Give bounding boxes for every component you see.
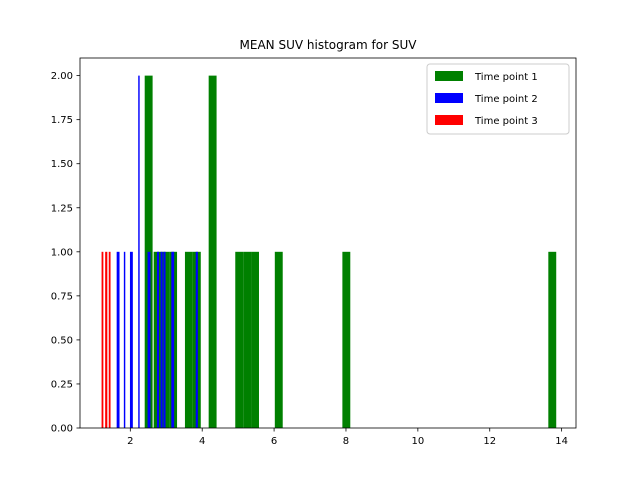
bar-series-2-bin-3 bbox=[129, 251, 133, 428]
x-tick-label: 6 bbox=[271, 436, 277, 447]
legend-swatch-1 bbox=[435, 71, 463, 81]
legend-swatch-2 bbox=[435, 93, 463, 103]
bar-series-2-bin-4 bbox=[138, 75, 140, 429]
bar-series-1-bin-10 bbox=[251, 251, 259, 428]
x-tick-label: 4 bbox=[199, 436, 205, 447]
legend-label-3: Time point 3 bbox=[474, 116, 538, 127]
y-tick-label: 0.50 bbox=[51, 335, 73, 346]
axes-layer: 2 4 6 8 10 12 14 0.00 0.25 0.50 0.75 1.00 1.25 1.50 1.… bbox=[51, 57, 577, 447]
x-tick-label: 14 bbox=[555, 436, 568, 447]
bar-series-1-bin-8 bbox=[235, 251, 244, 428]
y-tick-label: 0.00 bbox=[51, 424, 73, 435]
bar-series-2-bin-5 bbox=[147, 251, 151, 428]
bar-series-1-bin-7 bbox=[208, 75, 217, 429]
bar-series-1-bin-12 bbox=[342, 251, 351, 428]
bar-series-2-bin-1 bbox=[116, 251, 120, 428]
x-tick-label: 2 bbox=[127, 436, 133, 447]
x-tick-label: 8 bbox=[343, 436, 349, 447]
y-tick-label: 2.00 bbox=[51, 71, 73, 82]
bar-series-2-bin-8 bbox=[163, 251, 166, 428]
bar-series-1-bin-5 bbox=[184, 251, 193, 428]
y-tick-label: 1.00 bbox=[51, 247, 73, 258]
bar-series-3-bin-2 bbox=[105, 251, 108, 428]
x-tick-label: 12 bbox=[483, 436, 496, 447]
y-tick-label: 0.25 bbox=[51, 379, 73, 390]
legend-swatch-3 bbox=[435, 115, 463, 125]
bars-layer bbox=[101, 75, 557, 429]
plot-frame bbox=[79, 57, 577, 429]
legend-label-1: Time point 1 bbox=[474, 72, 538, 83]
bar-series-3-bin-3 bbox=[108, 251, 111, 428]
y-tick-label: 1.25 bbox=[51, 203, 73, 214]
bar-series-1-bin-11 bbox=[274, 251, 283, 428]
bar-series-1-bin-9 bbox=[243, 251, 252, 428]
bar-series-3-bin-1 bbox=[101, 251, 104, 428]
y-tick-label: 0.75 bbox=[51, 291, 73, 302]
legend-label-2: Time point 2 bbox=[474, 94, 538, 105]
chart-title: MEAN SUV histogram for SUV bbox=[240, 38, 418, 52]
bar-series-2-bin-6 bbox=[156, 251, 160, 428]
bar-series-2-bin-10 bbox=[195, 251, 198, 428]
legend: Time point 1 Time point 2 Time point 3 bbox=[426, 63, 570, 135]
x-tick-label: 10 bbox=[411, 436, 424, 447]
bar-series-2-bin-7 bbox=[160, 251, 163, 428]
bar-series-2-bin-2 bbox=[123, 251, 126, 428]
bar-series-1-bin-13 bbox=[548, 251, 557, 428]
y-tick-label: 1.50 bbox=[51, 159, 73, 170]
y-tick-label: 1.75 bbox=[51, 115, 73, 126]
bar-series-2-bin-9 bbox=[171, 251, 175, 428]
